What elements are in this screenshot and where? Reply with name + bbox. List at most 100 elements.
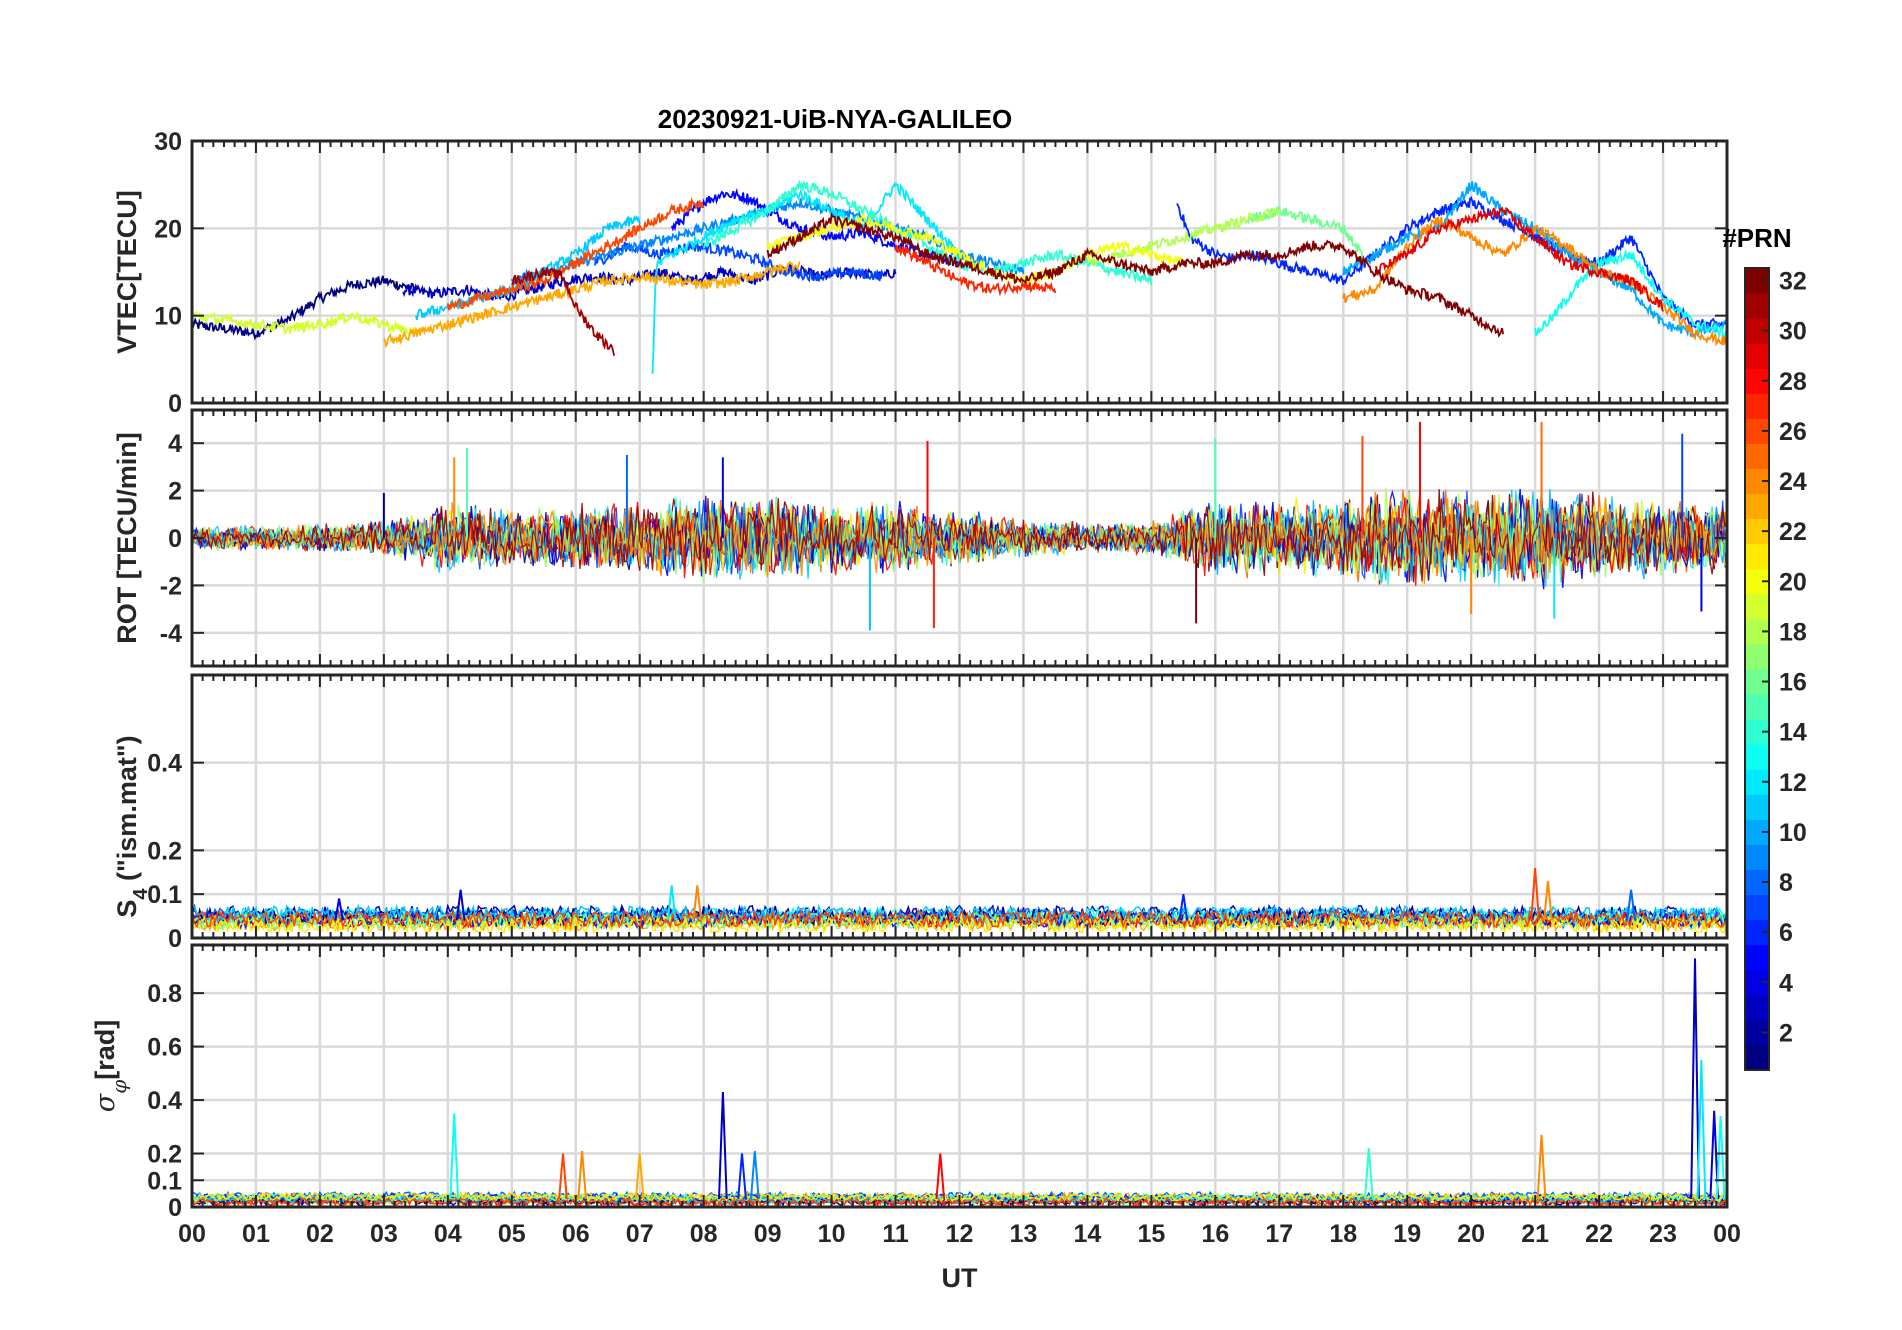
x-tick-label: 22 (1585, 1220, 1613, 1248)
spike-mark (634, 1153, 645, 1200)
series-line-prn-19 (192, 310, 417, 338)
rot-trace (192, 491, 1727, 582)
spike-mark (1543, 880, 1553, 921)
x-tick-label: 00 (1713, 1220, 1741, 1248)
colorbar-tick-label: 2 (1779, 1019, 1793, 1047)
y-tick-label: 0 (168, 925, 182, 953)
x-ticks (191, 675, 1728, 938)
rot-trace (192, 493, 1727, 582)
colorbar-tick-label: 8 (1779, 869, 1793, 897)
spike-mark (455, 889, 466, 921)
y-tick-label: 0.6 (147, 1034, 182, 1062)
spike-mark (1364, 1148, 1374, 1200)
colorbar-segment (1745, 944, 1769, 971)
x-tick-label: 17 (1265, 1220, 1293, 1248)
spike-mark (334, 898, 344, 921)
x-ticks (191, 141, 1728, 403)
colorbar-segment (1745, 794, 1769, 820)
colorbar-tick-label: 12 (1779, 769, 1807, 797)
series-line-prn-23 (383, 260, 801, 349)
x-tick-label: 10 (818, 1220, 846, 1248)
series-line-prn-13 (1534, 248, 1727, 339)
y-tick-label: 0.1 (147, 1167, 182, 1195)
panel-s4: 0 0.1 0.2 0.4S4 ("ism.mat") (112, 673, 1729, 953)
x-axis-label: UT (942, 1263, 978, 1293)
series-line-prn-1 (192, 275, 417, 341)
y-tick-label: 0.2 (147, 837, 182, 865)
x-tick-label: 18 (1329, 1220, 1357, 1248)
y-tick-label: 30 (154, 128, 182, 156)
x-tick-label: 12 (946, 1220, 974, 1248)
colorbar-tick-label: 26 (1779, 418, 1807, 446)
x-tick-label: 02 (306, 1220, 334, 1248)
x-tick-label: 16 (1201, 1220, 1229, 1248)
series-line-prn-27 (894, 244, 1057, 297)
series-line-prn-12 (651, 181, 961, 374)
colorbar-tick-label: 32 (1779, 268, 1807, 296)
colorbar-tick-label: 14 (1779, 719, 1807, 747)
y-tick-label: 20 (154, 215, 182, 243)
colorbar-tick-label: 28 (1779, 368, 1807, 396)
colorbar-tick-label: 18 (1779, 618, 1807, 646)
y-tick-label: 0 (168, 390, 182, 418)
panel-sigma_phi: 00.10.2 0.4 0.6 0.8 σφ[rad] 00 01 02 03 04 05 06 07 0… (90, 943, 1741, 1293)
colorbar-tick-label: 4 (1779, 969, 1793, 997)
grid (190, 675, 1729, 940)
panel-vtec: 0 10 20 30 VTEC[TECU] (112, 128, 1729, 418)
colorbar-segment (1745, 543, 1769, 570)
x-tick-label: 05 (498, 1220, 526, 1248)
data-area (192, 421, 1727, 631)
data-area (192, 179, 1727, 374)
colorbar-tick-label: 24 (1779, 468, 1807, 496)
x-ticks (191, 945, 1728, 1207)
colorbar-segment (1745, 1044, 1769, 1071)
spike-mark (449, 1113, 460, 1200)
spike-mark (1536, 1134, 1547, 1200)
colorbar-segment (1745, 894, 1769, 921)
x-tick-label: 03 (370, 1220, 398, 1248)
series-line-prn-24 (1342, 216, 1727, 347)
spike-mark (1696, 1059, 1707, 1200)
y-axis-label: σφ[rad] (90, 1020, 131, 1112)
spike-mark (750, 1150, 760, 1200)
spike-mark (1715, 1116, 1726, 1200)
x-tick-label: 06 (562, 1220, 590, 1248)
series-line-prn-26 (446, 196, 705, 311)
series-line-prn-7 (594, 240, 884, 283)
colorbar-segment (1745, 293, 1769, 319)
colorbar-tick-label: 10 (1779, 819, 1807, 847)
spike-mark (935, 1153, 946, 1200)
x-tick-label: 01 (242, 1220, 270, 1248)
x-tick-label: 11 (882, 1220, 909, 1248)
x-ticks (191, 410, 1728, 666)
series-line-prn-29 (1375, 206, 1664, 312)
spike-mark (577, 1150, 587, 1200)
spike-mark (558, 1153, 568, 1200)
colorbar-segment (1745, 593, 1769, 620)
y-tick-label: 2 (168, 478, 182, 506)
series-line-prn-18 (1087, 207, 1281, 267)
colorbar-title: #PRN (1722, 223, 1791, 253)
figure-title: 20230921-UiB-NYA-GALILEO (658, 104, 1013, 134)
colorbar-tick-label: 22 (1779, 518, 1807, 546)
x-tick-label: 13 (1010, 1220, 1038, 1248)
colorbar-segment (1745, 393, 1769, 419)
series-line-prn-32 (766, 211, 1504, 338)
y-axis-label: VTEC[TECU] (112, 190, 142, 354)
y-axis-label: S4 ("ism.mat") (112, 735, 152, 917)
colorbar-tick-label: 16 (1779, 669, 1807, 697)
y-tick-label: 4 (168, 430, 182, 458)
x-tick-label: 14 (1074, 1220, 1102, 1248)
spike-mark (737, 1153, 747, 1200)
y-tick-label: 0.2 (147, 1141, 182, 1169)
spike-mark (1178, 894, 1189, 921)
x-tick-label: 23 (1649, 1220, 1677, 1248)
x-tick-label: 21 (1521, 1220, 1549, 1248)
x-tick-label: 00 (178, 1220, 206, 1248)
colorbar-tick-label: 30 (1779, 318, 1807, 346)
colorbar-segment (1745, 343, 1769, 369)
spike-mark (692, 885, 703, 921)
colorbar-segment (1745, 994, 1769, 1021)
